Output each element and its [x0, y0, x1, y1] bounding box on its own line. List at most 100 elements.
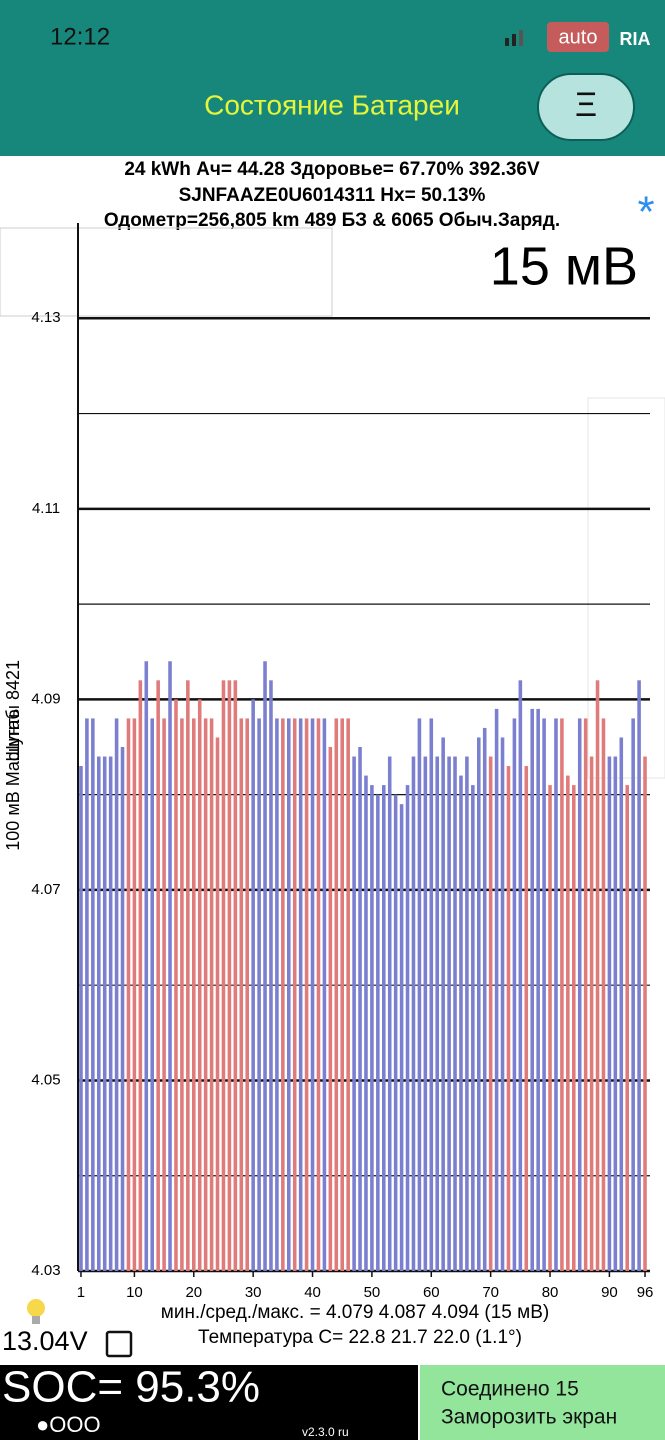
bar: [233, 680, 238, 1271]
bar: [180, 718, 184, 1271]
bar: [399, 804, 404, 1271]
clock: 12:12: [50, 23, 110, 50]
bar: [275, 718, 279, 1271]
info-line: 24 kWh Ач= 44.28 Здоровье= 67.70% 392.36…: [124, 159, 540, 180]
bar: [287, 718, 291, 1271]
bar: [269, 680, 273, 1271]
bar: [221, 680, 226, 1271]
bar: [102, 756, 107, 1271]
bar: [393, 794, 398, 1271]
bar: [560, 718, 564, 1271]
bar: [370, 785, 374, 1271]
bar: [257, 718, 261, 1271]
bar: [108, 756, 113, 1271]
bar: [607, 756, 612, 1271]
bar: [97, 756, 101, 1271]
bar: [613, 756, 618, 1271]
freeze-button[interactable]: [420, 1365, 665, 1440]
voltage: 13.04V: [2, 1326, 88, 1356]
bar: [239, 718, 244, 1271]
bar: [631, 718, 635, 1271]
bar: [91, 718, 95, 1271]
bar: [376, 794, 380, 1271]
bar: [619, 737, 624, 1271]
bar: [209, 718, 214, 1271]
bulb-icon[interactable]: [32, 1316, 40, 1324]
bar: [251, 699, 255, 1271]
bar: [281, 718, 285, 1271]
bar: [174, 699, 178, 1271]
x-tick-label: 40: [304, 1284, 321, 1301]
bar: [144, 661, 149, 1271]
bar: [583, 718, 588, 1271]
y-axis-label: 100 мВ Масштаб: [3, 709, 23, 850]
bar: [405, 785, 410, 1271]
logo-text: auto: [559, 26, 598, 48]
bar: [494, 708, 499, 1271]
x-tick-label: 10: [126, 1284, 143, 1301]
scale-label: 15 мВ: [490, 236, 638, 296]
temps: Температура С= 22.8 21.7 22.0 (1.1°): [198, 1327, 522, 1348]
placeholder-box: [0, 227, 333, 317]
y-tick-label: 4.03: [31, 1262, 60, 1279]
bar: [156, 680, 160, 1271]
bar: [304, 718, 309, 1271]
bar: [643, 756, 647, 1271]
bar: [524, 766, 529, 1271]
menu-icon[interactable]: Ξ: [575, 86, 597, 124]
bar: [186, 680, 190, 1271]
bar: [316, 718, 321, 1271]
bar: [245, 718, 249, 1271]
signal: [519, 30, 523, 46]
bar: [114, 718, 119, 1271]
x-tick-label: 70: [482, 1284, 499, 1301]
bar: [79, 766, 83, 1271]
bar: [411, 756, 416, 1271]
soc: SOC= 95.3%: [2, 1363, 260, 1412]
bar: [554, 718, 558, 1271]
bar: [346, 718, 350, 1271]
bar: [500, 737, 505, 1271]
signal: [505, 38, 509, 46]
bar: [298, 718, 303, 1271]
y-tick-label: 4.05: [31, 1071, 60, 1088]
bar: [120, 747, 125, 1271]
bar: [263, 661, 267, 1271]
bar: [441, 737, 445, 1271]
y-tick-label: 4.11: [32, 500, 60, 517]
bar: [447, 756, 451, 1271]
bar: [465, 756, 469, 1271]
bar: [138, 680, 143, 1271]
bar: [625, 785, 629, 1271]
bar: [203, 718, 208, 1271]
logo-text: RIA: [620, 29, 651, 49]
bar: [572, 785, 576, 1271]
bar: [548, 785, 552, 1271]
menu-button[interactable]: [537, 73, 635, 141]
dots: ●OOO: [36, 1412, 101, 1437]
bar: [595, 680, 600, 1271]
placeholder-box: [587, 397, 665, 779]
x-tick-label: 1: [77, 1284, 85, 1301]
calendar-icon[interactable]: [105, 1330, 133, 1358]
bar: [518, 680, 523, 1271]
bar: [601, 718, 606, 1271]
connected[interactable]: Соединено 15: [441, 1378, 579, 1401]
bar: [387, 756, 392, 1271]
bar: [482, 727, 487, 1271]
y-tick-label: 4.09: [31, 690, 60, 707]
star[interactable]: *: [637, 188, 654, 237]
bar: [488, 756, 493, 1271]
bar: [453, 756, 457, 1271]
bar: [168, 661, 172, 1271]
signal: [512, 34, 516, 46]
stats: мин./сред./макс. = 4.079 4.087 4.094 (15…: [161, 1302, 549, 1323]
bulb-icon[interactable]: [27, 1299, 45, 1317]
freeze[interactable]: Заморозить экран: [441, 1406, 617, 1429]
bar: [589, 756, 594, 1271]
x-tick-label: 80: [542, 1284, 559, 1301]
bar: [364, 775, 368, 1271]
bar: [352, 756, 356, 1271]
